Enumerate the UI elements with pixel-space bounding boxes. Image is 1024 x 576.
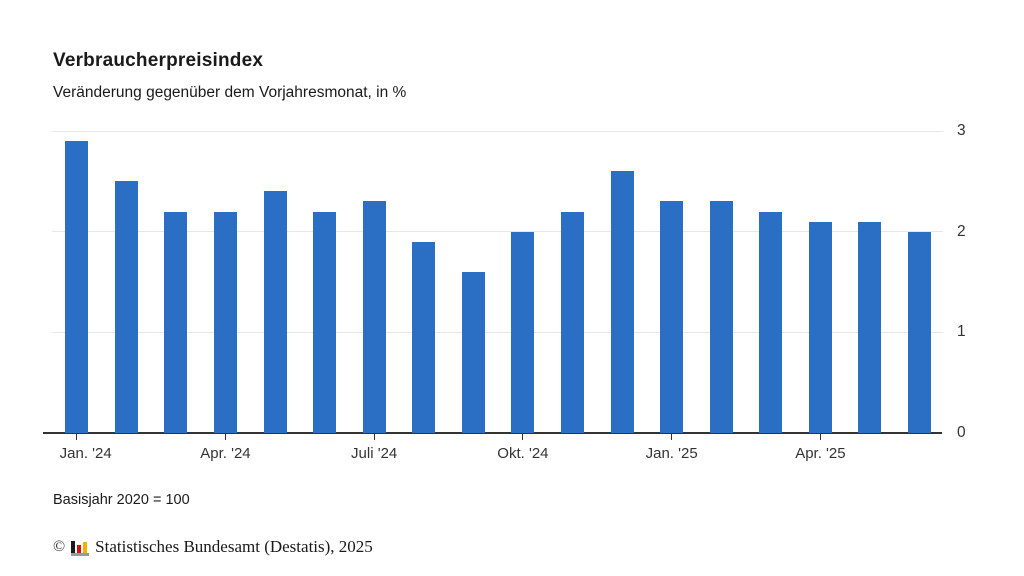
gridline (52, 231, 943, 233)
x-axis-label: Apr. '24 (200, 445, 251, 462)
x-axis-line (43, 432, 942, 434)
x-axis-label: Okt. '24 (497, 445, 549, 462)
bar[interactable] (561, 211, 584, 433)
y-axis-label: 1 (957, 323, 966, 341)
bar[interactable] (709, 201, 733, 433)
plot-area: Jan. '24 Apr. '24 Juli '24 Okt. '24 Jan. '25… (43, 130, 943, 462)
bar[interactable] (660, 201, 684, 433)
bar[interactable] (759, 211, 783, 433)
y-axis-label: 0 (957, 424, 966, 441)
x-axis-label: Apr. '25 (795, 445, 846, 462)
x-axis-tick (224, 433, 226, 440)
bar[interactable] (808, 221, 832, 433)
bar[interactable] (263, 191, 287, 433)
bar[interactable] (362, 201, 386, 433)
x-axis-label: Jan. '24 (59, 445, 112, 462)
logo-baseline (71, 553, 90, 556)
x-axis-label: Juli '24 (351, 445, 398, 462)
y-axis-label: 2 (957, 222, 966, 240)
bar[interactable] (65, 141, 89, 433)
bar[interactable] (412, 241, 436, 433)
chart-title: Verbraucherpreisindex (53, 50, 264, 71)
chart-subtitle: Veränderung gegenüber dem Vorjahresmonat… (53, 84, 407, 101)
bar[interactable] (461, 271, 485, 433)
gridline (52, 331, 943, 333)
copyright-line: © Statistisches Bundesamt (Destatis), 20… (53, 536, 373, 558)
x-axis-tick (671, 433, 673, 440)
bar[interactable] (511, 231, 535, 433)
x-axis-label: Jan. '25 (645, 445, 698, 462)
copyright-symbol: © (53, 538, 66, 555)
bar[interactable] (164, 211, 188, 433)
destatis-logo-icon (71, 539, 90, 556)
gridline (52, 130, 943, 132)
copyright-text: Statistisches Bundesamt (Destatis), 2025 (95, 537, 373, 556)
x-axis-tick (76, 433, 78, 440)
bar[interactable] (114, 181, 138, 433)
bar[interactable] (313, 211, 337, 433)
logo-bar-black (71, 540, 76, 553)
y-axis-label: 3 (957, 122, 966, 139)
x-axis-tick (373, 433, 375, 440)
x-axis-tick (522, 433, 524, 440)
bar[interactable] (610, 171, 634, 433)
logo-bar-red (77, 544, 82, 553)
x-axis-tick (819, 433, 821, 440)
bar[interactable] (213, 211, 237, 433)
bar[interactable] (858, 221, 882, 433)
bar[interactable] (908, 231, 932, 433)
logo-bar-yellow (83, 541, 88, 553)
footnote: Basisjahr 2020 = 100 (53, 492, 190, 508)
